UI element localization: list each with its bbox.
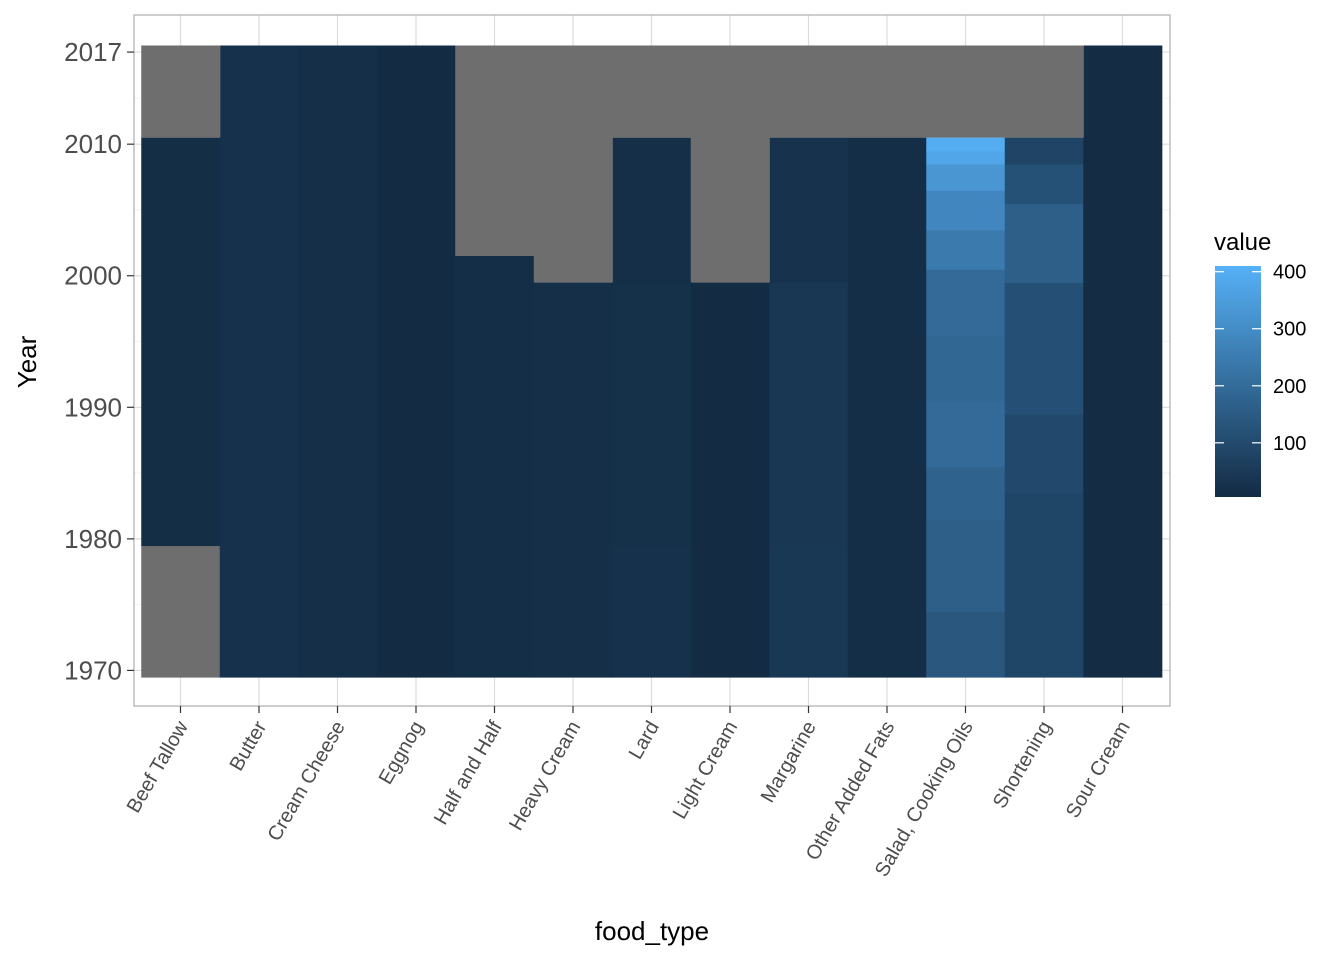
heatmap-tile [926,519,1006,612]
heatmap-tile [141,545,221,678]
heatmap-tile [612,545,692,678]
legend-tick-label: 300 [1273,319,1306,341]
heatmap-tile [926,466,1006,520]
heatmap-tile-missing [612,45,692,138]
heatmap-tile [926,229,1006,270]
y-tick-label: 1980 [64,524,122,554]
y-tick-label: 2000 [64,261,122,291]
heatmap-tile [533,282,613,678]
heatmap-tile [926,150,1006,165]
heatmap-tile [1083,45,1163,678]
heatmap-tile [926,400,1006,468]
y-tick-label: 1970 [64,655,122,685]
heatmap-tile [769,545,849,678]
heatmap-tile [926,269,1006,336]
y-tick-label: 2017 [64,37,122,67]
heatmap-tile-missing [690,45,770,283]
heatmap-tile [847,137,927,678]
heatmap-tiles [141,45,1163,678]
heatmap-tile [926,137,1006,152]
heatmap-tile [612,282,692,547]
heatmap-tile [690,282,770,678]
heatmap-tile [612,137,692,283]
heatmap-tile-missing [455,45,535,256]
heatmap-tile [769,282,849,547]
heatmap-tile [455,256,535,678]
heatmap-tile-missing [1004,45,1084,138]
heatmap-tile [1004,282,1084,415]
legend-tick-label: 200 [1273,376,1306,398]
heatmap-tile [376,45,456,678]
heatmap-tile-missing [533,45,613,283]
legend-tick-label: 400 [1273,262,1306,284]
heatmap-tile [926,163,1006,191]
y-axis: 1970 1980 1990 2000 2010 2017 [64,37,134,685]
heatmap-tile [1004,137,1084,165]
heatmap-tile [769,137,849,283]
heatmap-tile [141,137,221,547]
heatmap-tile [926,611,1006,678]
heatmap-tile-missing [141,45,221,138]
y-tick-label: 2010 [64,129,122,159]
heatmap-tile [1004,492,1084,678]
y-tick-label: 1990 [64,392,122,422]
heatmap-tile [1004,413,1084,494]
heatmap-tile [298,45,378,678]
legend-title: value [1214,229,1271,256]
legend-tick-label: 100 [1273,433,1306,455]
heatmap-tile [926,334,1006,402]
heatmap-tile-missing [769,45,849,138]
heatmap-tile-missing [926,45,1006,138]
color-legend: value 100 200 300 400 [1214,229,1306,497]
y-axis-title: Year [12,335,42,388]
heatmap-tile-missing [847,45,927,138]
heatmap-tile [1004,163,1084,204]
heatmap-tile [1004,203,1084,283]
x-axis-title: food_type [595,916,709,946]
legend-colorbar [1215,266,1261,497]
heatmap-tile [219,45,299,678]
heatmap-tile [926,190,1006,231]
